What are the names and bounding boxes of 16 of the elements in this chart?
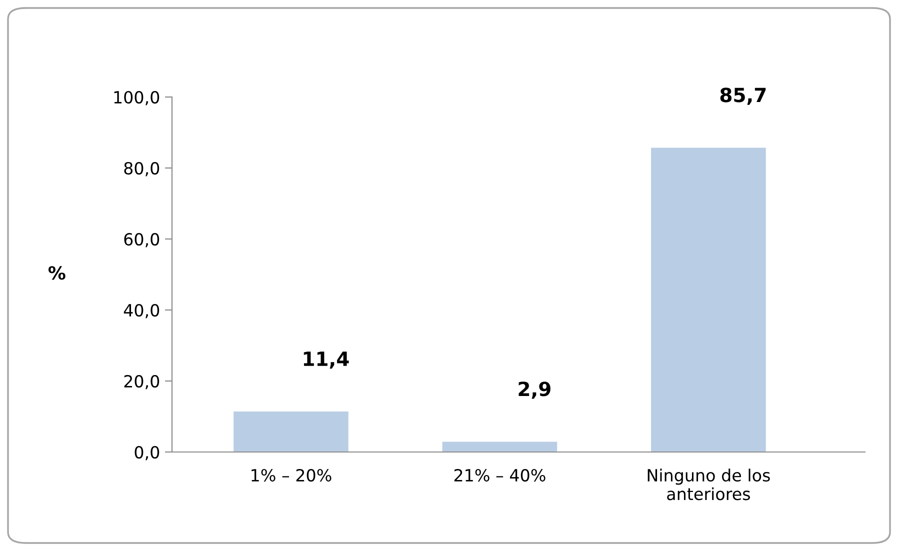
bar — [442, 442, 558, 452]
x-tick-label: 21% – 40% — [454, 468, 546, 482]
x-tick-label: Ninguno de los anteriores — [648, 468, 770, 500]
y-tick-label: 60,0 — [124, 232, 160, 248]
y-tick-label: 40,0 — [124, 304, 160, 318]
x-tick-label: 1% – 20% — [252, 468, 332, 482]
y-tick-label: 20,0 — [124, 374, 160, 390]
bar — [234, 412, 348, 452]
data-label: 2,9 — [518, 382, 550, 399]
y-tick-label: 0,0 — [134, 446, 160, 460]
bar — [651, 148, 766, 452]
data-label: 11,4 — [304, 352, 349, 369]
y-tick-label: 100,0 — [114, 90, 160, 106]
y-axis-title: % — [48, 266, 66, 280]
y-tick-label: 80,0 — [124, 162, 160, 176]
data-label: 85,7 — [720, 88, 766, 105]
